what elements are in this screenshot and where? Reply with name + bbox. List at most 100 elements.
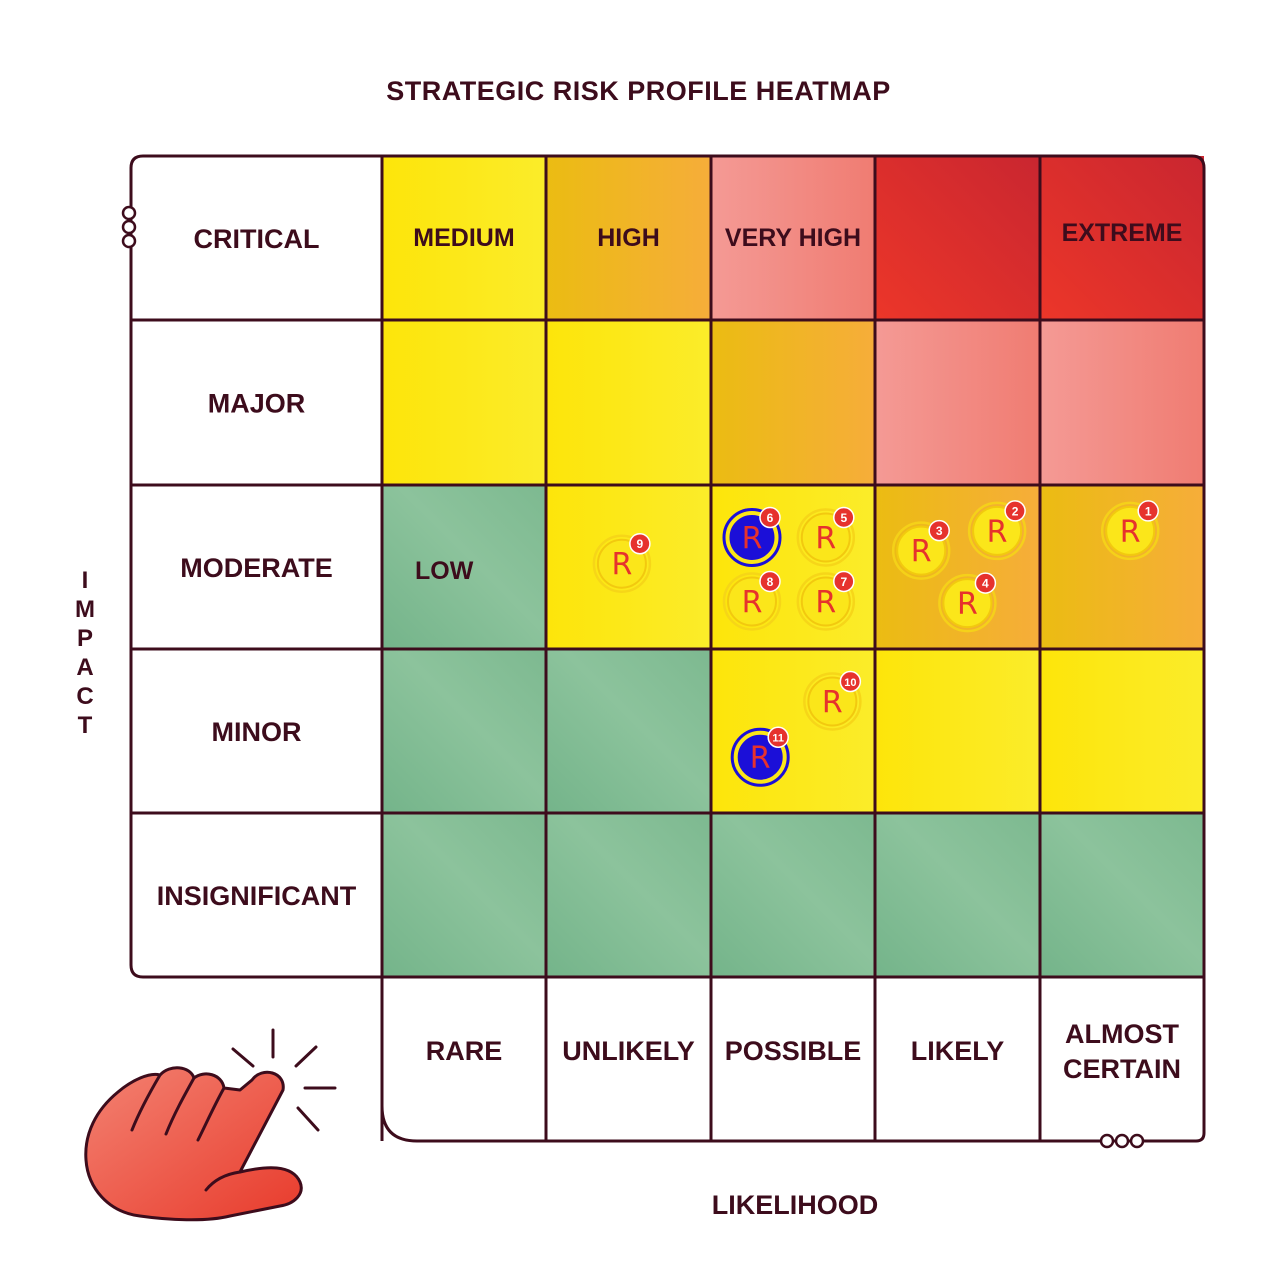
cell-minor-almost-certain bbox=[1040, 649, 1204, 813]
cell-critical-possible bbox=[711, 156, 875, 320]
risk-marker-letter: R bbox=[815, 521, 836, 556]
y-axis-title-letter: M bbox=[75, 596, 95, 623]
risk-marker-ring bbox=[722, 572, 782, 631]
rating-labels: MEDIUM HIGH VERY HIGH EXTREME LOW bbox=[413, 219, 1182, 585]
risk-marker-ring bbox=[796, 572, 856, 631]
cell-critical-almost-certain bbox=[1040, 156, 1204, 320]
likelihood-labels: RARE UNLIKELY POSSIBLE LIKELY ALMOST CERTAIN bbox=[426, 1019, 1181, 1084]
heatmap-cells bbox=[382, 156, 1204, 977]
risk-marker-2: R2 bbox=[967, 500, 1027, 561]
impact-label-moderate: MODERATE bbox=[180, 553, 333, 583]
ring-decoration-icon bbox=[1099, 1133, 1145, 1149]
cell-moderate-rare bbox=[382, 485, 546, 649]
gridlines bbox=[129, 154, 1206, 1143]
risk-marker-ring bbox=[803, 672, 862, 731]
risk-marker-5: R5 bbox=[796, 506, 856, 567]
risk-marker-letter: R bbox=[611, 548, 632, 583]
likelihood-label-line: CERTAIN bbox=[1063, 1054, 1181, 1084]
risk-badge-number: 6 bbox=[767, 511, 774, 525]
y-axis-title-letter: A bbox=[76, 654, 94, 681]
likelihood-frame bbox=[380, 977, 1206, 1143]
risk-badge bbox=[833, 570, 855, 593]
likelihood-label-line: ALMOST bbox=[1065, 1019, 1179, 1049]
risk-marker-11: R11 bbox=[730, 726, 790, 787]
impact-label-insignificant: INSIGNIFICANT bbox=[157, 881, 357, 911]
risk-badge bbox=[1137, 500, 1159, 522]
risk-marker-letter: R bbox=[742, 585, 763, 620]
x-axis-title: LIKELIHOOD bbox=[711, 1190, 879, 1220]
cell-insignificant-almost-certain bbox=[1040, 813, 1204, 977]
cell-major-rare bbox=[382, 320, 546, 485]
risk-marker-letter: R bbox=[815, 585, 836, 620]
risk-badge-number: 2 bbox=[1012, 504, 1019, 518]
cell-insignificant-likely bbox=[875, 813, 1040, 977]
likelihood-label-rare: RARE bbox=[426, 1036, 503, 1066]
likelihood-label-likely: LIKELY bbox=[911, 1036, 1005, 1066]
cell-minor-likely bbox=[875, 649, 1040, 813]
likelihood-label-almost-certain: ALMOST CERTAIN bbox=[1063, 1019, 1181, 1084]
rating-extreme: EXTREME bbox=[1062, 219, 1183, 247]
risk-badge bbox=[833, 506, 855, 529]
risk-marker-ring bbox=[1100, 501, 1160, 561]
matrix-frame bbox=[129, 154, 1206, 979]
risk-marker-ring bbox=[796, 508, 856, 567]
chart-title: STRATEGIC RISK PROFILE HEATMAP bbox=[386, 76, 891, 106]
rating-medium: MEDIUM bbox=[413, 224, 514, 252]
risk-marker-letter: R bbox=[822, 685, 843, 720]
risk-marker-4: R4 bbox=[938, 572, 997, 633]
impact-label-major: MAJOR bbox=[208, 389, 306, 419]
risk-badge-number: 8 bbox=[767, 575, 774, 589]
cell-minor-rare bbox=[382, 649, 546, 813]
impact-label-critical: CRITICAL bbox=[194, 224, 320, 254]
risk-badge-number: 11 bbox=[772, 733, 784, 745]
cell-critical-likely bbox=[875, 156, 1040, 320]
cell-insignificant-rare bbox=[382, 813, 546, 977]
risk-marker-9: R9 bbox=[592, 532, 652, 593]
y-axis-title-letter: T bbox=[77, 712, 93, 739]
cell-major-unlikely bbox=[546, 320, 711, 485]
ring-decoration-icon bbox=[121, 205, 137, 249]
rating-low: LOW bbox=[415, 557, 474, 585]
risk-badge bbox=[759, 506, 781, 529]
risk-marker-6: R6 bbox=[722, 506, 782, 567]
risk-marker-ring bbox=[967, 501, 1027, 561]
cell-insignificant-unlikely bbox=[546, 813, 711, 977]
rating-very-high: VERY HIGH bbox=[725, 224, 861, 252]
risk-badge bbox=[839, 670, 862, 693]
cell-minor-unlikely bbox=[546, 649, 711, 813]
risk-badge-number: 7 bbox=[840, 575, 847, 589]
risk-badge-number: 9 bbox=[637, 537, 644, 551]
cell-major-almost-certain bbox=[1040, 320, 1204, 485]
risk-marker-letter: R bbox=[957, 587, 978, 622]
risk-badge-number: 10 bbox=[844, 677, 856, 689]
impact-label-minor: MINOR bbox=[212, 717, 302, 747]
risk-marker-ring bbox=[730, 727, 790, 787]
impact-labels: CRITICAL MAJOR MODERATE MINOR INSIGNIFICANT bbox=[157, 224, 357, 911]
risk-badge bbox=[767, 726, 789, 748]
cell-critical-unlikely bbox=[546, 156, 711, 320]
risk-badge bbox=[759, 570, 781, 593]
risk-marker-ring bbox=[592, 534, 652, 593]
risk-badge-number: 5 bbox=[840, 511, 847, 525]
risk-badge-number: 1 bbox=[1145, 504, 1152, 518]
risk-marker-8: R8 bbox=[722, 570, 782, 631]
risk-marker-1: R1 bbox=[1100, 500, 1160, 561]
rating-high: HIGH bbox=[597, 224, 660, 252]
risk-marker-letter: R bbox=[1120, 515, 1141, 550]
pointing-hand-click-icon bbox=[84, 1028, 337, 1222]
cell-insignificant-possible bbox=[711, 813, 875, 977]
risk-marker-ring bbox=[891, 521, 951, 580]
risk-marker-7: R7 bbox=[796, 570, 856, 631]
y-axis-title-letter: I bbox=[81, 567, 89, 594]
risk-marker-ring bbox=[722, 507, 782, 567]
y-axis-title-letter: C bbox=[76, 683, 94, 710]
likelihood-label-unlikely: UNLIKELY bbox=[562, 1036, 695, 1066]
risk-marker-ring bbox=[938, 573, 997, 633]
y-axis-title-letter: P bbox=[76, 625, 93, 652]
risk-marker-letter: R bbox=[987, 515, 1008, 550]
cell-critical-rare bbox=[382, 156, 546, 320]
risk-badge-number: 3 bbox=[936, 524, 943, 538]
